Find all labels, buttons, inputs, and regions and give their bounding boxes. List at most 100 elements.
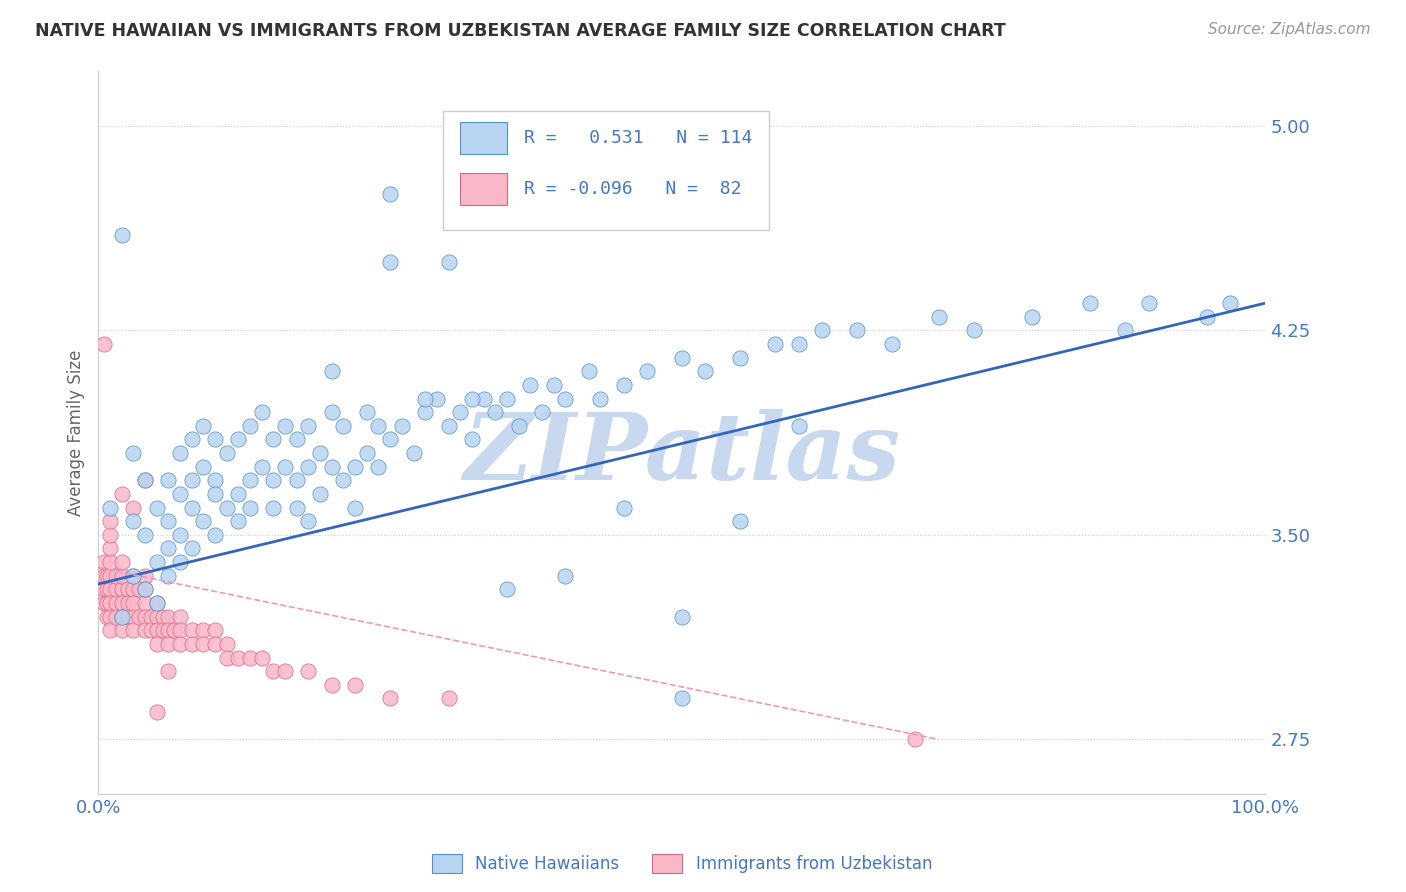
Point [695, 364, 717, 378]
Point [636, 364, 658, 378]
Point [671, 691, 693, 706]
Point [437, 255, 460, 269]
Point [519, 378, 541, 392]
Point [98, 541, 121, 556]
Point [204, 473, 226, 487]
Y-axis label: Average Family Size: Average Family Size [66, 350, 84, 516]
Point [1021, 310, 1043, 324]
Point [98, 596, 121, 610]
Point [146, 596, 169, 610]
Point [1137, 296, 1160, 310]
Point [157, 473, 180, 487]
Point [146, 705, 169, 719]
Point [904, 732, 927, 747]
Point [157, 568, 180, 582]
Text: R = -0.096   N =  82: R = -0.096 N = 82 [524, 180, 742, 198]
Point [250, 459, 273, 474]
Point [811, 323, 834, 337]
Point [96, 609, 118, 624]
Text: Source: ZipAtlas.com: Source: ZipAtlas.com [1208, 22, 1371, 37]
Point [111, 487, 134, 501]
Point [122, 500, 145, 515]
Point [449, 405, 471, 419]
Point [204, 637, 226, 651]
Point [332, 418, 354, 433]
Point [321, 364, 343, 378]
Point [496, 214, 519, 228]
Point [98, 500, 121, 515]
Point [146, 500, 169, 515]
Point [169, 487, 191, 501]
Point [730, 351, 752, 365]
Point [250, 405, 273, 419]
Point [193, 637, 215, 651]
Point [169, 637, 191, 651]
Point [117, 609, 139, 624]
Point [111, 582, 134, 597]
Point [122, 514, 145, 528]
Point [402, 446, 425, 460]
Point [204, 487, 226, 501]
Point [128, 609, 150, 624]
Point [146, 609, 169, 624]
Point [262, 664, 284, 678]
Point [134, 528, 156, 542]
Point [139, 609, 162, 624]
Bar [443, 112, 769, 230]
Point [98, 528, 121, 542]
Point [180, 500, 202, 515]
Point [134, 473, 156, 487]
Point [104, 568, 127, 582]
Point [98, 582, 121, 597]
Point [671, 351, 693, 365]
Point [146, 555, 169, 569]
Point [180, 624, 202, 638]
Point [204, 433, 226, 447]
Point [96, 596, 118, 610]
Point [309, 487, 332, 501]
Point [111, 609, 134, 624]
Point [93, 596, 115, 610]
Point [204, 528, 226, 542]
Point [111, 555, 134, 569]
Point [321, 678, 343, 692]
Point [880, 337, 903, 351]
Point [193, 418, 215, 433]
Bar [460, 122, 508, 154]
Point [274, 418, 297, 433]
Point [134, 473, 156, 487]
Point [228, 514, 250, 528]
Point [928, 310, 950, 324]
Point [380, 691, 402, 706]
Point [239, 500, 262, 515]
Point [787, 337, 810, 351]
Point [180, 473, 202, 487]
Point [461, 433, 484, 447]
Point [285, 433, 308, 447]
Point [104, 582, 127, 597]
Point [543, 378, 565, 392]
Point [169, 528, 191, 542]
Point [413, 392, 436, 406]
Point [554, 392, 576, 406]
Point [380, 187, 402, 202]
Point [122, 609, 145, 624]
Point [437, 691, 460, 706]
Point [344, 459, 367, 474]
Point [128, 582, 150, 597]
Point [215, 637, 238, 651]
Point [530, 405, 553, 419]
Point [104, 596, 127, 610]
Point [285, 473, 308, 487]
Point [193, 624, 215, 638]
Point [250, 650, 273, 665]
Point [122, 596, 145, 610]
Point [93, 582, 115, 597]
Point [413, 405, 436, 419]
Point [157, 624, 180, 638]
Point [180, 637, 202, 651]
Point [117, 582, 139, 597]
Point [96, 582, 118, 597]
Point [613, 378, 636, 392]
Point [508, 418, 530, 433]
